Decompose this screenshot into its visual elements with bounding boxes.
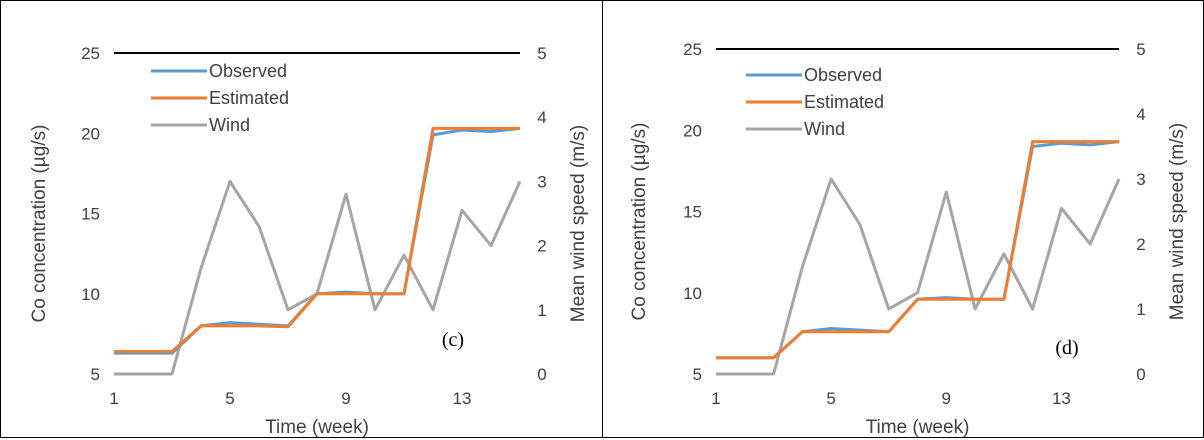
y-tick-label: 5 (693, 365, 702, 384)
y2-tick-label: 5 (1136, 40, 1145, 59)
legend-label-wind: Wind (804, 119, 845, 139)
legend-label-estimated: Estimated (209, 88, 289, 108)
series-line-estimated (716, 140, 1119, 360)
x-tick-label: 5 (225, 389, 234, 408)
y-tick-label: 25 (81, 44, 100, 63)
y2-tick-label: 0 (537, 365, 546, 384)
y2-tick-label: 3 (537, 172, 546, 191)
y-tick-label: 20 (683, 121, 702, 140)
y2-tick-label: 4 (537, 108, 546, 127)
y2-tick-label: 4 (1136, 105, 1145, 124)
x-tick-label: 9 (942, 389, 951, 408)
x-tick-label: 13 (453, 389, 472, 408)
y-tick-label: 15 (81, 205, 100, 224)
y2-tick-label: 0 (1136, 365, 1145, 384)
y2-tick-label: 1 (1136, 300, 1145, 319)
x-axis-title: Time (week) (866, 417, 970, 438)
y2-tick-label: 1 (537, 301, 546, 320)
series-line-estimated (114, 126, 520, 353)
x-tick-label: 5 (826, 389, 835, 408)
y2-axis-title: Mean wind speed (m/s) (1167, 123, 1188, 320)
chart-panel-d: 5 10 15 20 25 0 1 2 3 4 5 1 5 9 13 Time (week) Co concen… (602, 0, 1204, 438)
x-tick-label: 1 (109, 389, 118, 408)
chart-panel-c: 5 10 15 20 25 0 1 2 3 4 5 1 5 9 13 Time (week) Co concen… (0, 0, 603, 438)
y-tick-label: 5 (91, 365, 100, 384)
y-tick-label: 20 (81, 124, 100, 143)
y2-tick-label: 3 (1136, 170, 1145, 189)
legend-label-observed: Observed (209, 61, 287, 81)
y-axis-title: Co concentration (µg/s) (29, 125, 50, 323)
x-tick-label: 9 (341, 389, 350, 408)
x-axis-title: Time (week) (265, 417, 369, 438)
panel-label: (c) (442, 329, 464, 351)
y2-axis-title: Mean wind speed (m/s) (568, 125, 589, 322)
y-tick-label: 25 (683, 40, 702, 59)
y-tick-label: 10 (81, 285, 100, 304)
panel-label: (d) (1055, 337, 1078, 359)
x-tick-label: 1 (711, 389, 720, 408)
y2-tick-label: 2 (1136, 235, 1145, 254)
series-line-wind (716, 177, 1121, 376)
y-tick-label: 15 (683, 203, 702, 222)
y2-tick-label: 5 (537, 44, 546, 63)
legend-label-observed: Observed (804, 65, 882, 85)
series-line-observed (114, 126, 521, 355)
y2-tick-label: 2 (537, 237, 546, 256)
legend-label-estimated: Estimated (804, 92, 884, 112)
series-line-observed (716, 140, 1120, 360)
y-tick-label: 10 (683, 284, 702, 303)
legend-label-wind: Wind (209, 115, 250, 135)
y-axis-title: Co concentration (µg/s) (629, 123, 650, 321)
x-tick-label: 13 (1052, 389, 1071, 408)
